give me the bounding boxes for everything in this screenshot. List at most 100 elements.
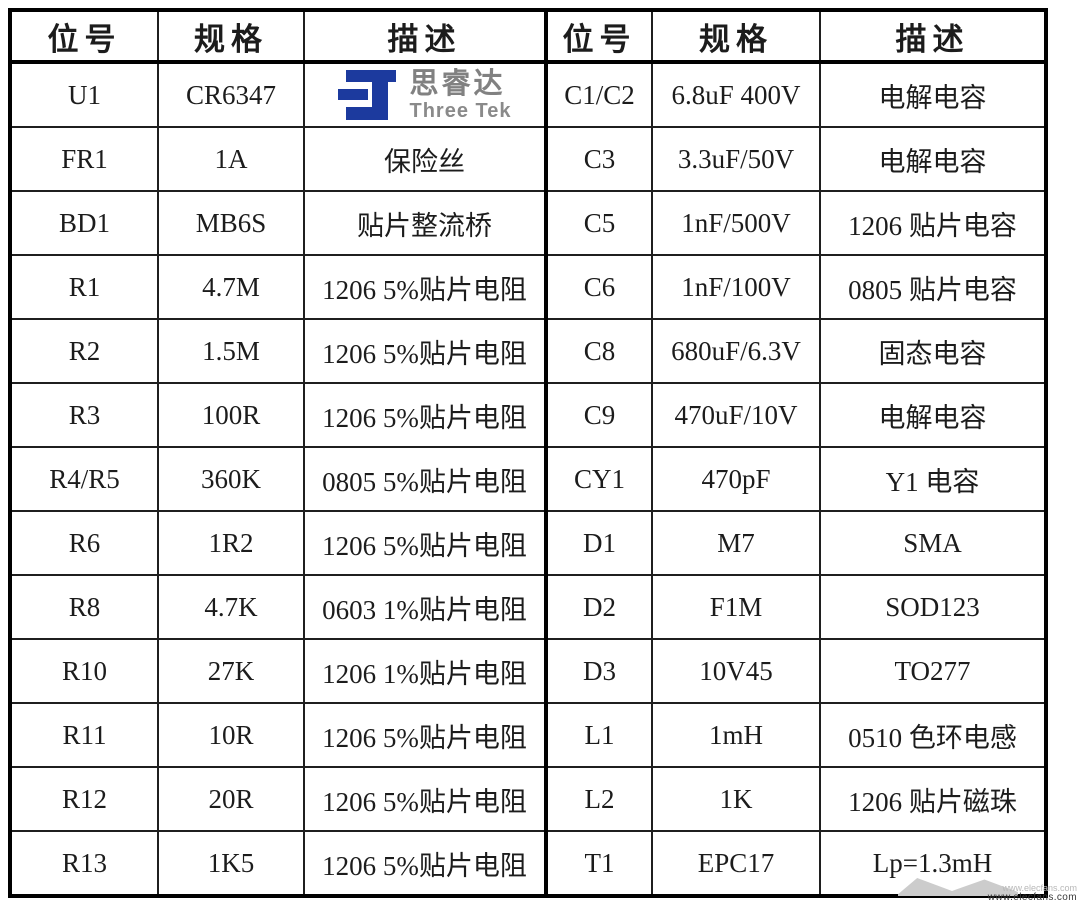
brand-name-cn: 思睿达 [409, 67, 506, 100]
desc-cell: 贴片整流桥 [303, 190, 547, 256]
table-row: L1 1mH 0510 色环电感 [545, 702, 1047, 768]
desc-cell: TO277 [819, 638, 1047, 704]
table-row: C9 470uF/10V 电解电容 [545, 382, 1047, 448]
spec-cell: 470uF/10V [651, 382, 821, 448]
brand-name-en: Three Tek [409, 99, 512, 122]
table-row: R8 4.7K 0603 1%贴片电阻 [9, 574, 547, 640]
table-row: R11 10R 1206 5%贴片电阻 [9, 702, 547, 768]
bom-table-right: 位号 规格 描述 C1/C2 6.8uF 400V 电解电容 C3 3.3uF/… [544, 8, 1048, 898]
spec-cell: EPC17 [651, 830, 821, 897]
designator-cell: R8 [9, 574, 159, 640]
spec-cell: 1nF/100V [651, 254, 821, 320]
desc-cell: 电解电容 [819, 61, 1047, 128]
desc-cell: 固态电容 [819, 318, 1047, 384]
designator-cell: L2 [545, 766, 653, 832]
desc-cell: 1206 5%贴片电阻 [303, 510, 547, 576]
designator-cell: D1 [545, 510, 653, 576]
desc-cell: 1206 5%贴片电阻 [303, 702, 547, 768]
table-row: C6 1nF/100V 0805 贴片电容 [545, 254, 1047, 320]
designator-cell: FR1 [9, 126, 159, 192]
col-header-designator: 位号 [545, 9, 653, 64]
table-row: D1 M7 SMA [545, 510, 1047, 576]
desc-cell: 0510 色环电感 [819, 702, 1047, 768]
designator-cell: R10 [9, 638, 159, 704]
col-header-spec: 规格 [651, 9, 821, 64]
spec-cell: 4.7M [157, 254, 305, 320]
table-row: C1/C2 6.8uF 400V 电解电容 [545, 61, 1047, 128]
table-row: BD1 MB6S 贴片整流桥 [9, 190, 547, 256]
table-row: R12 20R 1206 5%贴片电阻 [9, 766, 547, 832]
watermark-text: www.elecfans.com [987, 892, 1077, 903]
designator-cell: C9 [545, 382, 653, 448]
col-header-desc: 描述 [819, 9, 1047, 64]
designator-cell: R13 [9, 830, 159, 897]
spec-cell: 1mH [651, 702, 821, 768]
desc-cell: 0805 贴片电容 [819, 254, 1047, 320]
desc-cell: 1206 贴片磁珠 [819, 766, 1047, 832]
designator-cell: D2 [545, 574, 653, 640]
col-header-spec: 规格 [157, 9, 305, 64]
spec-cell: 1K5 [157, 830, 305, 897]
desc-cell: 保险丝 [303, 126, 547, 192]
designator-cell: T1 [545, 830, 653, 897]
spec-cell: 1A [157, 126, 305, 192]
designator-cell: BD1 [9, 190, 159, 256]
desc-cell: 1206 1%贴片电阻 [303, 638, 547, 704]
table-row: D3 10V45 TO277 [545, 638, 1047, 704]
spec-cell: 10V45 [651, 638, 821, 704]
table-row: L2 1K 1206 贴片磁珠 [545, 766, 1047, 832]
table-row: R3 100R 1206 5%贴片电阻 [9, 382, 547, 448]
desc-cell: Y1 电容 [819, 446, 1047, 512]
desc-cell: 1206 5%贴片电阻 [303, 766, 547, 832]
designator-cell: CY1 [545, 446, 653, 512]
threetek-logo-icon [337, 70, 396, 120]
designator-cell: R4/R5 [9, 446, 159, 512]
col-header-desc: 描述 [303, 9, 547, 64]
desc-cell: 1206 贴片电容 [819, 190, 1047, 256]
designator-cell: R6 [9, 510, 159, 576]
designator-cell: U1 [9, 61, 159, 128]
table-row: CY1 470pF Y1 电容 [545, 446, 1047, 512]
table-row: C3 3.3uF/50V 电解电容 [545, 126, 1047, 192]
spec-cell: 10R [157, 702, 305, 768]
table-row: R1 4.7M 1206 5%贴片电阻 [9, 254, 547, 320]
table-row: T1 EPC17 Lp=1.3mH [545, 830, 1047, 897]
spec-cell: CR6347 [157, 61, 305, 128]
desc-cell: Lp=1.3mH [819, 830, 1047, 897]
designator-cell: C6 [545, 254, 653, 320]
spec-cell: F1M [651, 574, 821, 640]
designator-cell: C1/C2 [545, 61, 653, 128]
desc-cell: 电解电容 [819, 382, 1047, 448]
header-row: 位号 规格 描述 [9, 9, 547, 64]
table-row: FR1 1A 保险丝 [9, 126, 547, 192]
table-row: R10 27K 1206 1%贴片电阻 [9, 638, 547, 704]
spec-cell: 3.3uF/50V [651, 126, 821, 192]
desc-cell: 0603 1%贴片电阻 [303, 574, 547, 640]
col-header-designator: 位号 [9, 9, 159, 64]
table-row: C5 1nF/500V 1206 贴片电容 [545, 190, 1047, 256]
desc-cell: 思睿达 Three Tek [303, 61, 547, 128]
desc-cell: 1206 5%贴片电阻 [303, 254, 547, 320]
designator-cell: L1 [545, 702, 653, 768]
designator-cell: C3 [545, 126, 653, 192]
watermark-text-faint: www.elecfans.com [1002, 883, 1077, 893]
table-row: R13 1K5 1206 5%贴片电阻 [9, 830, 547, 897]
bom-tables: 位号 规格 描述 U1 CR6347 思睿达 [8, 8, 1080, 898]
spec-cell: 680uF/6.3V [651, 318, 821, 384]
designator-cell: R12 [9, 766, 159, 832]
desc-cell: SOD123 [819, 574, 1047, 640]
designator-cell: D3 [545, 638, 653, 704]
spec-cell: 1K [651, 766, 821, 832]
spec-cell: 27K [157, 638, 305, 704]
table-row: D2 F1M SOD123 [545, 574, 1047, 640]
desc-cell: 1206 5%贴片电阻 [303, 318, 547, 384]
spec-cell: 20R [157, 766, 305, 832]
desc-cell: 0805 5%贴片电阻 [303, 446, 547, 512]
spec-cell: 1.5M [157, 318, 305, 384]
designator-cell: R2 [9, 318, 159, 384]
designator-cell: R11 [9, 702, 159, 768]
table-row: R2 1.5M 1206 5%贴片电阻 [9, 318, 547, 384]
spec-cell: 470pF [651, 446, 821, 512]
header-row: 位号 规格 描述 [545, 9, 1047, 64]
table-row: C8 680uF/6.3V 固态电容 [545, 318, 1047, 384]
